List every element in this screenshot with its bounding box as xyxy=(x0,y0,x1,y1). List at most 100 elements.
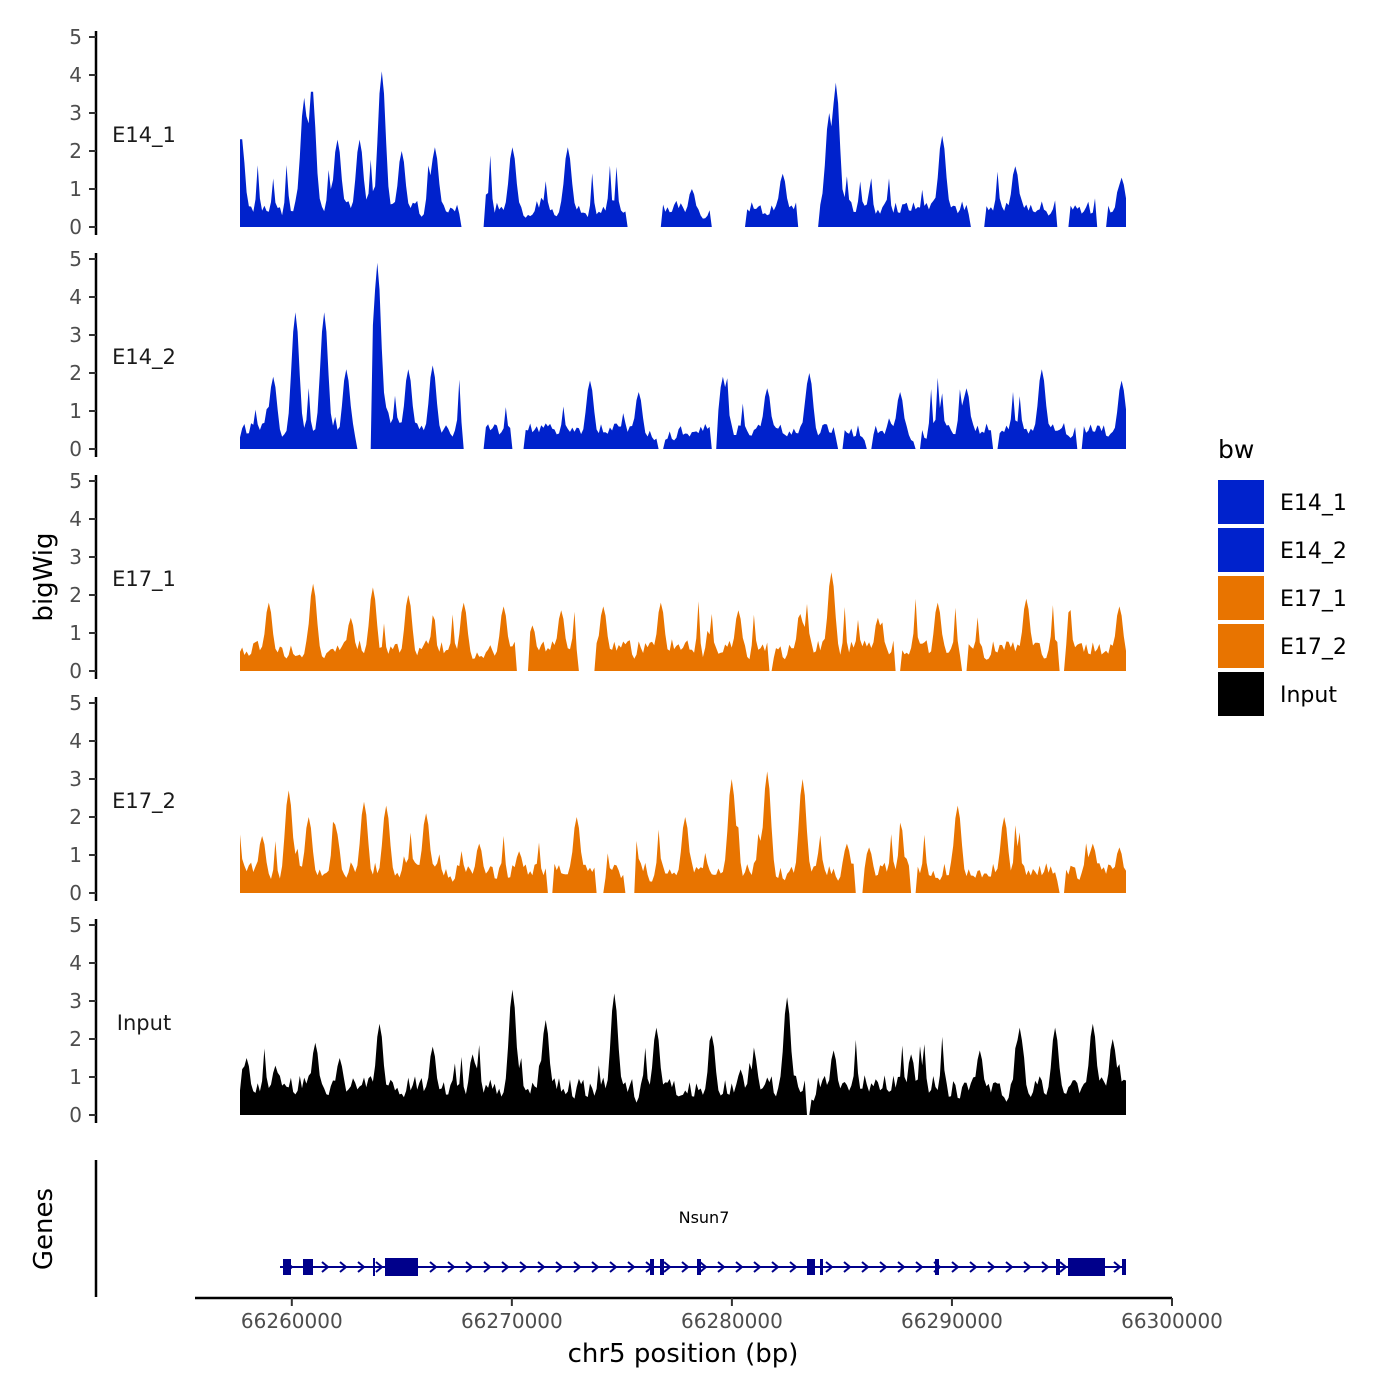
strand-arrow xyxy=(447,1261,456,1273)
strand-arrow xyxy=(357,1261,366,1273)
strand-arrow xyxy=(969,1261,978,1273)
gene-exon xyxy=(1122,1259,1126,1275)
strand-arrow xyxy=(699,1261,708,1273)
x-tick-label: 66270000 xyxy=(461,1309,563,1333)
signal-area-input xyxy=(240,989,1126,1115)
strand-arrow xyxy=(627,1261,636,1273)
track-e14-1: 0 1 2 3 4 5 E14_1 xyxy=(69,25,1126,239)
y-tick-label: 0 xyxy=(69,215,82,239)
gene-model xyxy=(280,1258,1126,1276)
y-tick-label: 3 xyxy=(69,545,82,569)
y-tick-label: 5 xyxy=(69,913,82,937)
x-tick-label: 66260000 xyxy=(241,1309,343,1333)
strand-arrow xyxy=(609,1261,618,1273)
y-tick-label: 1 xyxy=(69,177,82,201)
y-tick-label: 5 xyxy=(69,247,82,271)
y-tick-label: 4 xyxy=(69,729,82,753)
y-tick-label: 2 xyxy=(69,361,82,385)
y-tick-label: 3 xyxy=(69,323,82,347)
legend-swatch-e14-2 xyxy=(1218,528,1264,572)
strand-arrow xyxy=(483,1261,492,1273)
track-e14-2: 0 1 2 3 4 5 E14_2 xyxy=(69,247,1126,461)
track-label-e14-1: E14_1 xyxy=(112,123,176,148)
track-label-input: Input xyxy=(117,1011,171,1035)
track-e17-2: 0 1 2 3 4 5 E17_2 xyxy=(69,691,1126,905)
legend-items: E14_1 E14_2 E17_1 E17_2 Input xyxy=(1218,480,1347,716)
y-tick-label: 2 xyxy=(69,1027,82,1051)
signal-area-e17-2 xyxy=(240,771,1126,893)
strand-arrow xyxy=(555,1261,564,1273)
gene-exon xyxy=(660,1259,664,1275)
signal-area-e14-1 xyxy=(240,71,1126,227)
signal-tracks: 0 1 2 3 4 5 E14_1 0 1 2 3 4 5 E14_2 0 1 2 3 4 5 E17_1 0 1 2 3 4 5 E… xyxy=(69,25,1126,1127)
strand-arrow xyxy=(771,1261,780,1273)
legend-swatch-e17-1 xyxy=(1218,576,1264,620)
strand-arrow xyxy=(1113,1261,1122,1273)
legend-label-input: Input xyxy=(1280,683,1337,708)
gene-exon xyxy=(807,1259,815,1275)
y-tick-label: 5 xyxy=(69,25,82,49)
gene-exon xyxy=(385,1258,418,1276)
y-tick-label: 2 xyxy=(69,583,82,607)
y-tick-label: 1 xyxy=(69,399,82,423)
strand-arrow xyxy=(825,1261,834,1273)
x-tick-label: 66290000 xyxy=(901,1309,1003,1333)
track-label-e17-2: E17_2 xyxy=(112,789,176,814)
legend-label-e14-2: E14_2 xyxy=(1280,539,1347,564)
strand-arrow xyxy=(1005,1261,1014,1273)
y-tick-label: 2 xyxy=(69,139,82,163)
strand-arrow xyxy=(753,1261,762,1273)
strand-arrow xyxy=(573,1261,582,1273)
y-tick-label: 4 xyxy=(69,63,82,87)
y-tick-label: 4 xyxy=(69,507,82,531)
strand-arrow xyxy=(519,1261,528,1273)
strand-arrow xyxy=(879,1261,888,1273)
strand-arrow xyxy=(843,1261,852,1273)
strand-arrow xyxy=(465,1261,474,1273)
legend: bw E14_1 E14_2 E17_1 E17_2 Input xyxy=(1218,435,1347,716)
legend-title: bw xyxy=(1218,435,1254,464)
x-tick-label: 66300000 xyxy=(1121,1309,1223,1333)
gene-exon xyxy=(303,1259,313,1275)
strand-arrow xyxy=(717,1261,726,1273)
strand-arrow xyxy=(987,1261,996,1273)
strand-arrow xyxy=(1059,1261,1068,1273)
y-tick-label: 1 xyxy=(69,843,82,867)
y-axis-title: bigWig xyxy=(29,532,59,621)
y-tick-label: 4 xyxy=(69,951,82,975)
legend-swatch-input xyxy=(1218,672,1264,716)
strand-arrow xyxy=(375,1261,384,1273)
legend-swatch-e17-2 xyxy=(1218,624,1264,668)
y-tick-label: 4 xyxy=(69,285,82,309)
gene-exon xyxy=(650,1259,654,1275)
genes-axis-title: Genes xyxy=(29,1188,59,1270)
track-label-e17-1: E17_1 xyxy=(112,567,176,592)
legend-label-e14-1: E14_1 xyxy=(1280,491,1347,516)
strand-arrow xyxy=(537,1261,546,1273)
strand-arrow xyxy=(861,1261,870,1273)
signal-area-e17-1 xyxy=(240,572,1126,671)
strand-arrow xyxy=(897,1261,906,1273)
strand-arrow xyxy=(321,1261,330,1273)
strand-arrow xyxy=(681,1261,690,1273)
y-tick-label: 2 xyxy=(69,805,82,829)
strand-arrow xyxy=(339,1261,348,1273)
y-tick-label: 1 xyxy=(69,621,82,645)
track-label-e14-2: E14_2 xyxy=(112,345,176,370)
strand-arrow xyxy=(915,1261,924,1273)
y-tick-label: 0 xyxy=(69,881,82,905)
strand-arrow xyxy=(663,1261,672,1273)
y-tick-label: 1 xyxy=(69,1065,82,1089)
x-axis: 66260000 66270000 66280000 66290000 66300000… xyxy=(195,1296,1223,1369)
y-tick-label: 5 xyxy=(69,469,82,493)
strand-arrow xyxy=(951,1261,960,1273)
x-axis-title: chr5 position (bp) xyxy=(568,1339,799,1369)
signal-area-e14-2 xyxy=(240,262,1126,449)
legend-swatch-e14-1 xyxy=(1218,480,1264,524)
strand-arrow xyxy=(591,1261,600,1273)
gene-exon xyxy=(820,1259,823,1275)
strand-arrow xyxy=(1023,1261,1032,1273)
gene-name-label: Nsun7 xyxy=(679,1208,730,1227)
strand-arrow xyxy=(501,1261,510,1273)
